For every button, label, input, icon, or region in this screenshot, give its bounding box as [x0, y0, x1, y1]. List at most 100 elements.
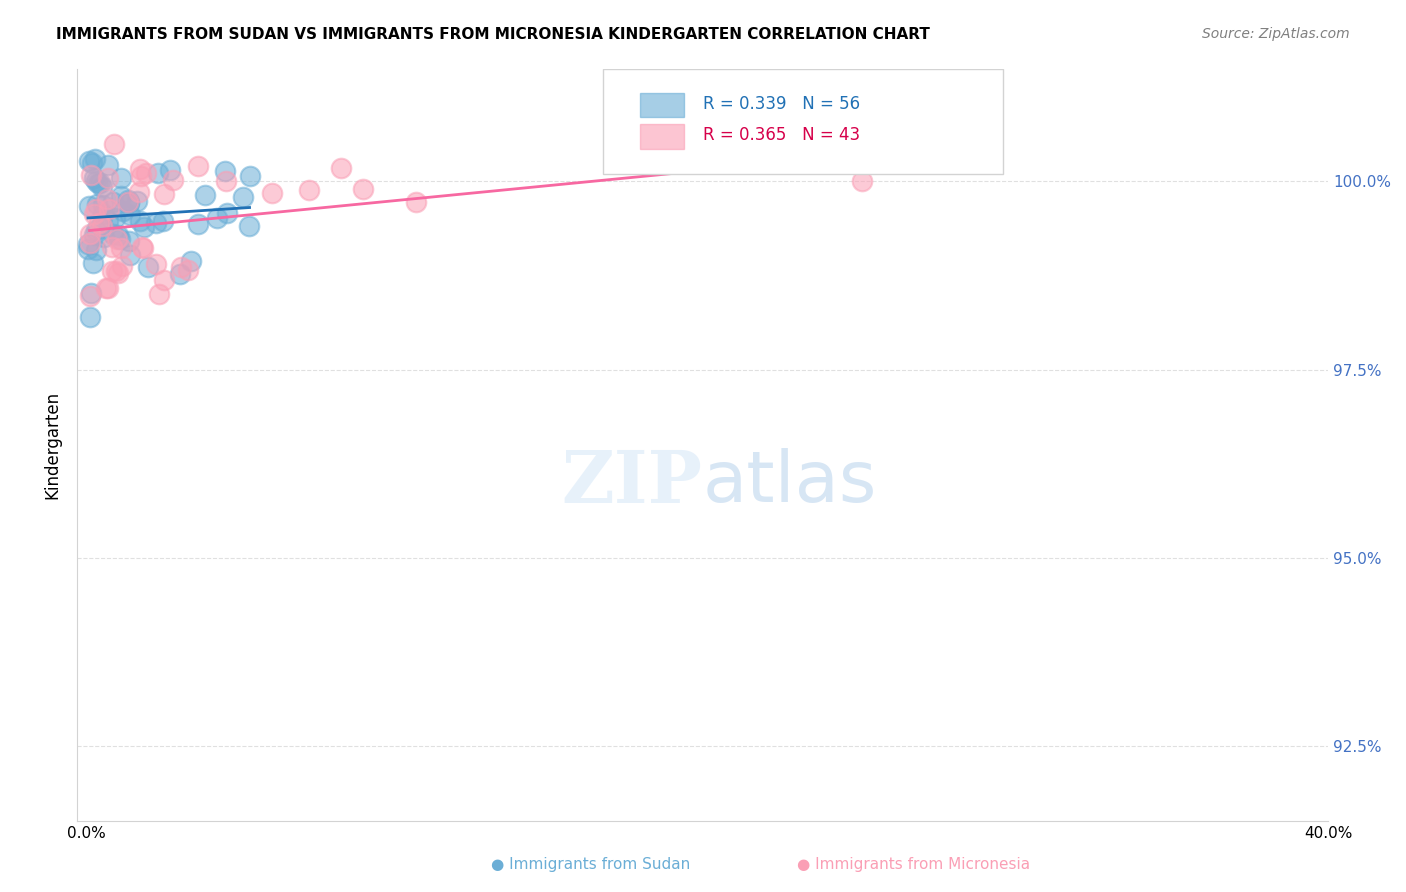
- Point: [86, 176, 108, 190]
- Point: [194, 187, 217, 202]
- Point: [100, 264, 122, 278]
- Point: [131, 240, 153, 254]
- Point: [79, 236, 101, 251]
- Point: [120, 248, 142, 262]
- Point: [117, 194, 139, 208]
- Point: [84, 243, 107, 257]
- Point: [77, 199, 100, 213]
- Point: [84, 174, 107, 188]
- Point: [112, 204, 135, 219]
- Point: [187, 218, 209, 232]
- Point: [104, 211, 127, 226]
- Point: [77, 243, 100, 257]
- Point: [146, 166, 169, 180]
- FancyBboxPatch shape: [603, 69, 1002, 174]
- Point: [79, 310, 101, 325]
- Point: [145, 257, 167, 271]
- Point: [110, 241, 132, 255]
- Point: [79, 289, 101, 303]
- Point: [93, 230, 115, 244]
- Point: [89, 176, 111, 190]
- Point: [148, 286, 170, 301]
- Point: [83, 171, 105, 186]
- Text: Source: ZipAtlas.com: Source: ZipAtlas.com: [1202, 27, 1350, 41]
- Point: [96, 193, 118, 207]
- Text: ● Immigrants from Sudan: ● Immigrants from Sudan: [491, 857, 690, 872]
- Point: [111, 259, 134, 273]
- Point: [82, 256, 104, 270]
- Point: [128, 185, 150, 199]
- Point: [153, 272, 176, 286]
- Point: [97, 214, 120, 228]
- Text: ZIP: ZIP: [562, 447, 703, 518]
- Text: ● Immigrants from Micronesia: ● Immigrants from Micronesia: [797, 857, 1031, 872]
- Bar: [640, 93, 683, 118]
- Point: [103, 195, 125, 210]
- Point: [77, 237, 100, 252]
- Point: [214, 164, 236, 178]
- Point: [97, 159, 120, 173]
- Point: [232, 190, 254, 204]
- Point: [132, 241, 155, 255]
- Point: [103, 136, 125, 151]
- Point: [405, 195, 427, 210]
- Point: [330, 161, 353, 176]
- Text: IMMIGRANTS FROM SUDAN VS IMMIGRANTS FROM MICRONESIA KINDERGARTEN CORRELATION CHA: IMMIGRANTS FROM SUDAN VS IMMIGRANTS FROM…: [56, 27, 931, 42]
- Point: [118, 208, 141, 222]
- Bar: [640, 124, 683, 149]
- Point: [260, 186, 283, 200]
- Point: [352, 182, 374, 196]
- Point: [107, 266, 129, 280]
- Point: [94, 281, 117, 295]
- Point: [97, 280, 120, 294]
- Point: [86, 197, 108, 211]
- Point: [110, 188, 132, 202]
- Point: [118, 194, 141, 209]
- Point: [91, 179, 114, 194]
- Point: [159, 163, 181, 178]
- Text: R = 0.365   N = 43: R = 0.365 N = 43: [703, 126, 859, 144]
- Point: [129, 214, 152, 228]
- Point: [129, 169, 152, 184]
- Point: [82, 155, 104, 169]
- Point: [101, 227, 124, 241]
- Point: [91, 206, 114, 220]
- Point: [79, 168, 101, 182]
- Point: [169, 260, 191, 275]
- Point: [169, 267, 191, 281]
- Point: [105, 232, 128, 246]
- Point: [118, 195, 141, 210]
- Point: [91, 197, 114, 211]
- Point: [84, 152, 107, 166]
- Point: [101, 240, 124, 254]
- Point: [187, 159, 209, 173]
- Point: [79, 227, 101, 241]
- Point: [83, 207, 105, 221]
- Point: [118, 234, 141, 248]
- Point: [77, 153, 100, 168]
- Point: [117, 194, 139, 209]
- Point: [176, 263, 198, 277]
- Point: [83, 228, 105, 243]
- Point: [80, 286, 103, 301]
- Point: [107, 227, 129, 242]
- Point: [105, 264, 128, 278]
- Point: [153, 186, 176, 201]
- Point: [180, 254, 202, 268]
- Point: [108, 232, 131, 246]
- Point: [238, 169, 260, 184]
- Point: [87, 216, 110, 230]
- Point: [86, 202, 108, 217]
- Point: [128, 161, 150, 176]
- Point: [162, 173, 184, 187]
- Point: [297, 183, 319, 197]
- Point: [205, 211, 228, 225]
- Point: [145, 216, 167, 230]
- Text: R = 0.339   N = 56: R = 0.339 N = 56: [703, 95, 859, 113]
- Point: [215, 174, 238, 188]
- Point: [215, 206, 238, 220]
- Point: [136, 260, 159, 275]
- Point: [238, 219, 260, 233]
- Point: [110, 171, 132, 186]
- Point: [97, 202, 120, 216]
